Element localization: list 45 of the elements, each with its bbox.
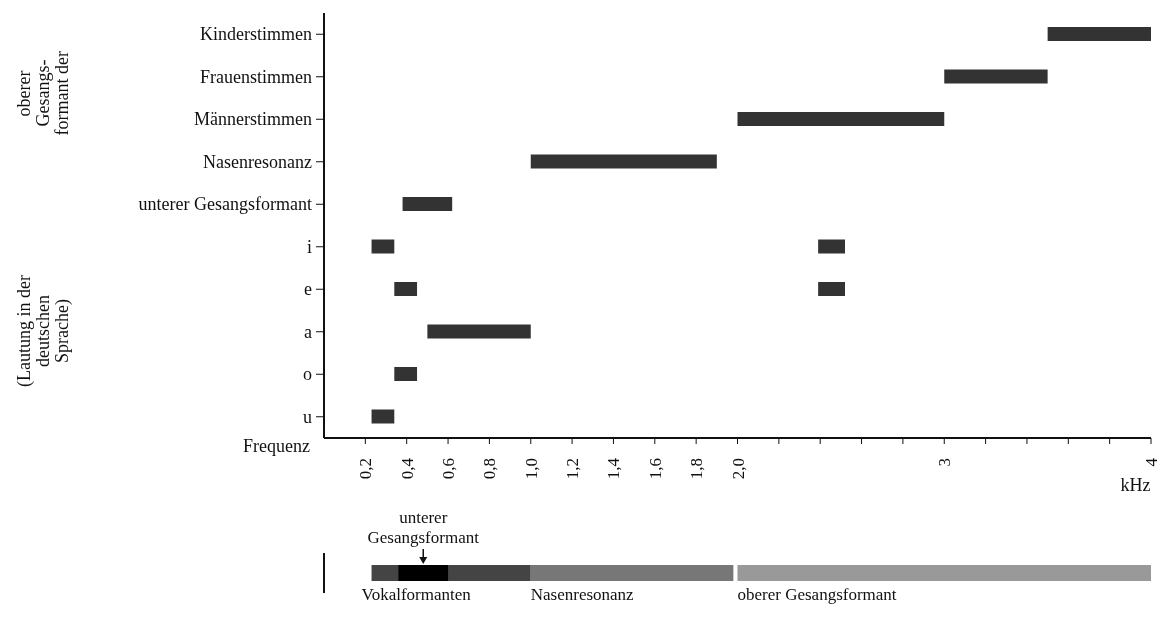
x-axis-title: Frequenz xyxy=(242,436,310,457)
series-label: oberer Gesangsformant xyxy=(737,585,897,604)
x-tick-label: 0,4 xyxy=(397,457,417,480)
bar xyxy=(737,112,945,126)
y-tick-label: unterer Gesangsformant xyxy=(138,194,312,215)
bar xyxy=(944,69,1048,84)
bar xyxy=(371,409,395,424)
bar xyxy=(1047,27,1151,41)
y-tick-label: e xyxy=(304,279,312,300)
x-tick-label: 1,4 xyxy=(604,457,624,480)
bar xyxy=(402,197,453,211)
y-tick-label: o xyxy=(303,364,312,385)
bar xyxy=(530,154,717,169)
bar xyxy=(371,239,395,254)
bar xyxy=(394,282,418,296)
y-tick-label: Männerstimmen xyxy=(194,109,312,130)
y-tick-label: Nasenresonanz xyxy=(203,151,313,172)
y-tick-label: u xyxy=(303,406,312,427)
bar xyxy=(530,565,734,581)
x-tick-label: 1,8 xyxy=(687,458,707,480)
series-label: Vokalformanten xyxy=(361,585,472,604)
bar xyxy=(818,282,846,296)
x-tick-label: 2,0 xyxy=(728,458,748,480)
x-tick-label: 0,6 xyxy=(439,458,459,480)
y-tick-label: Frauenstimmen xyxy=(200,66,312,87)
series-label: Nasenresonanz xyxy=(530,585,635,604)
text: kHz xyxy=(1120,475,1151,495)
text: (Lautung in der deutschen Sprache) xyxy=(13,274,72,387)
x-tick-label: 1,0 xyxy=(521,458,541,480)
x-tick-label: 1,2 xyxy=(563,458,583,480)
y-tick-label: Kinderstimmen xyxy=(200,24,312,45)
x-tick-label: 0,2 xyxy=(356,458,376,480)
text: oberer Gesangs- formant der xyxy=(13,50,72,136)
bar xyxy=(818,239,846,254)
x-tick-label: 3 xyxy=(935,458,955,467)
bar xyxy=(737,565,1151,581)
x-tick-label: 1,6 xyxy=(645,458,665,480)
bar xyxy=(398,565,449,581)
y-tick-label: a xyxy=(304,321,312,342)
bar xyxy=(394,367,418,381)
text: unterer Gesangsformant xyxy=(367,508,480,547)
bar xyxy=(427,324,531,339)
x-tick-label: 0,8 xyxy=(480,458,500,480)
x-tick-label: 4 xyxy=(1142,457,1161,467)
y-tick-label: i xyxy=(306,236,312,257)
